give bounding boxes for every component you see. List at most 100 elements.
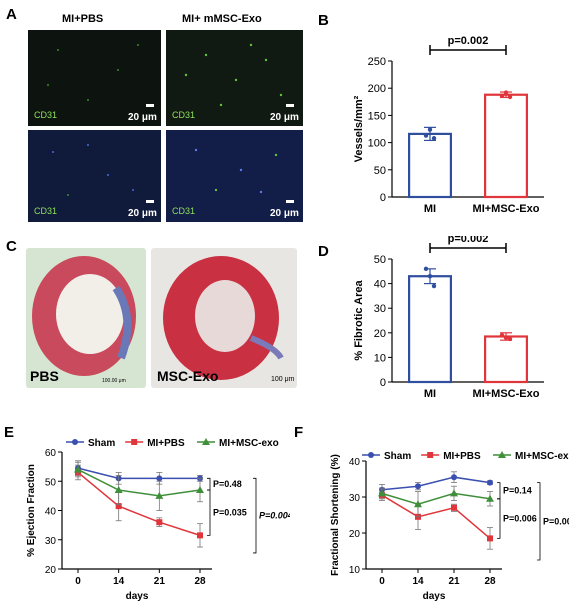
data-point: [115, 503, 122, 510]
series-line: [381, 494, 491, 539]
legend-marker: [427, 452, 434, 458]
heart-label-pbs: PBS: [30, 368, 59, 384]
legend-label: MI+MSC-exo: [515, 451, 569, 462]
significance-bracket: [537, 482, 541, 561]
legend-label: MI+PBS: [443, 451, 481, 462]
data-point: [378, 489, 386, 497]
panel-letter: F: [294, 424, 303, 441]
significance-bracket: [207, 477, 211, 491]
bar: [407, 275, 452, 384]
series-line: [381, 476, 491, 491]
heart-scale-pbs: 100.00 μm: [102, 378, 126, 384]
y-tick-label: 40: [374, 279, 386, 291]
y-tick-label: 50: [45, 477, 57, 488]
x-tick-label: MI: [424, 203, 436, 215]
panel-letter: B: [318, 12, 329, 29]
micrograph-pbs-cd31: CD31 20 μm: [28, 30, 161, 126]
panel-c-letter: C: [6, 238, 17, 255]
p-value-label: p=0.002: [448, 35, 489, 47]
x-tick-label: 21: [154, 576, 166, 587]
y-tick-label: 50: [374, 254, 386, 266]
data-point: [451, 504, 457, 511]
marker-label: CD31: [172, 206, 196, 216]
panel-letter: D: [318, 243, 329, 260]
data-point: [415, 483, 421, 490]
legend-label: MI+MSC-exo: [219, 438, 279, 449]
micrograph-texture: [184, 43, 283, 107]
y-tick-label: 100: [368, 138, 386, 150]
x-tick-label: 0: [379, 576, 385, 587]
micrograph-texture: [47, 44, 139, 101]
heart-section-drawing: [163, 256, 284, 380]
panel-d-chart: D 0 10 20 30 40 50 % Fibrotic Area MI MI+MSC-Exo p…: [318, 236, 544, 400]
marker-label: CD31: [172, 110, 196, 120]
x-tick-label: 21: [448, 576, 460, 587]
legend-label: MI+PBS: [147, 438, 185, 449]
y-axis-label: Fractional Shortening (%): [330, 454, 341, 576]
data-point: [156, 475, 163, 482]
data-point: [114, 486, 123, 494]
legend-marker: [368, 452, 374, 458]
heart-section-pbs: PBS 100.00 μm: [26, 248, 146, 388]
y-axis-label: % Fibrotic Area: [353, 279, 365, 360]
data-point: [156, 519, 163, 526]
y-axis-label: Vessels/mm²: [353, 95, 365, 162]
x-tick-label: 28: [484, 576, 496, 587]
panel-a-title-pbs: MI+PBS: [62, 13, 104, 25]
x-axis-label: days: [423, 591, 446, 601]
y-tick-label: 40: [45, 507, 57, 518]
y-tick-label: 60: [45, 448, 57, 459]
data-point: [74, 465, 82, 473]
micrograph-exo-merged: CD31 20 μm: [166, 130, 303, 222]
heart-label-exo: MSC-Exo: [157, 368, 219, 384]
scale-bar: [146, 200, 154, 203]
y-tick-label: 20: [374, 328, 386, 340]
data-point: [197, 532, 203, 539]
p-value-label: P=0.0043: [259, 511, 290, 521]
p-value-label: p=0.002: [448, 236, 489, 245]
data-point: [499, 93, 505, 99]
panel-f-chart: F 10 20 30 40 0 14 21 28 days Fractional Shortenin…: [294, 424, 569, 601]
series-line: [381, 492, 491, 505]
panel-e-chart: E 20 30 40 50 60 0 14 21 28 days % Ejection Fractio…: [4, 424, 290, 601]
y-tick-label: 20: [45, 565, 57, 576]
scale-text: 20 μm: [270, 112, 299, 123]
significance-bracket: [497, 498, 501, 539]
scale-bar: [286, 104, 294, 107]
series-line: [77, 467, 200, 480]
x-tick-label: 14: [113, 576, 125, 587]
p-value-label: P=0.0005: [543, 516, 569, 526]
y-tick-label: 250: [368, 56, 386, 68]
x-tick-label: MI+MSC-Exo: [473, 203, 540, 215]
y-tick-label: 30: [45, 536, 57, 547]
data-point: [196, 486, 204, 494]
panel-a-letter: A: [6, 6, 17, 23]
data-point: [450, 489, 458, 497]
micrograph-exo-cd31: CD31 20 μm: [166, 30, 303, 126]
data-point: [423, 266, 429, 272]
data-point: [503, 90, 509, 95]
p-value-label: P=0.48: [213, 479, 242, 489]
x-tick-label: 28: [194, 576, 206, 587]
significance-bracket: [207, 489, 211, 536]
legend-label: Sham: [384, 451, 411, 462]
significance-bracket: [497, 482, 501, 500]
x-tick-label: MI: [424, 388, 436, 400]
bar: [407, 132, 452, 199]
data-point: [155, 491, 164, 499]
y-tick-label: 10: [374, 352, 386, 364]
heart-section-drawing: [32, 256, 136, 376]
x-tick-label: MI+MSC-Exo: [473, 388, 540, 400]
heart-section-exo: MSC-Exo 100 μm: [151, 248, 297, 388]
bar: [484, 335, 529, 384]
data-point: [487, 535, 493, 542]
data-point: [499, 333, 505, 338]
significance-bracket: [253, 477, 257, 554]
scale-text: 20 μm: [128, 112, 157, 123]
scale-text: 20 μm: [270, 208, 299, 219]
y-tick-label: 30: [374, 303, 386, 315]
data-point: [427, 274, 433, 279]
data-point: [451, 474, 457, 481]
y-tick-label: 10: [349, 565, 361, 576]
series-line: [77, 471, 201, 537]
